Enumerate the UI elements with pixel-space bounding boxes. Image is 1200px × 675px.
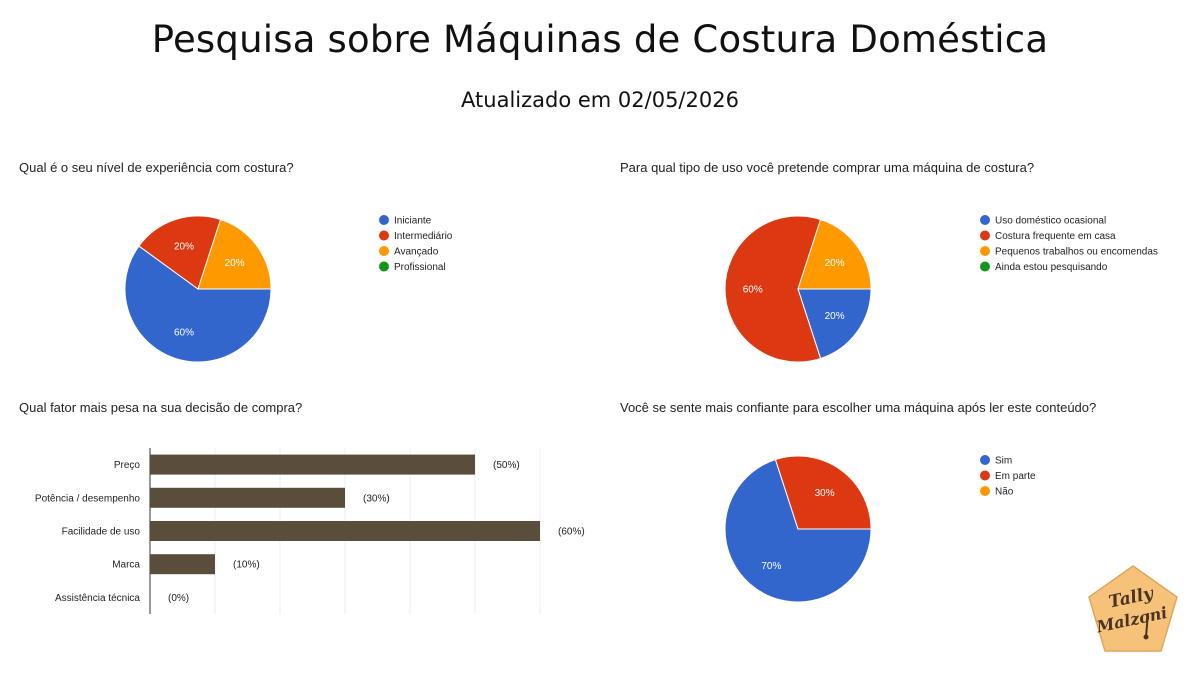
pie-4-legend-swatch-2 <box>980 486 990 496</box>
logo-needle-icon <box>1145 612 1149 638</box>
pie-1-slice-2 <box>197 218 272 290</box>
bar-tick-label-3: Marca <box>112 560 140 571</box>
page-subtitle: Atualizado em 02/05/2026 <box>461 88 739 112</box>
page-title: Pesquisa sobre Máquinas de Costura Domés… <box>151 18 1049 61</box>
pie-4-slice-label-0: 70% <box>761 561 781 572</box>
pie-2-slice-0 <box>797 288 872 360</box>
pie-1-slice-label-0: 60% <box>174 328 194 339</box>
pie-2-slice-1 <box>724 215 822 363</box>
pie-1-legend-swatch-2 <box>379 246 389 256</box>
bar-tick-label-0: Preço <box>114 460 141 471</box>
chart-2-title: Para qual tipo de uso você pretende comp… <box>620 160 1035 175</box>
pie-1-legend-swatch-0 <box>379 215 389 225</box>
pie-1-legend-label-1: Intermediário <box>394 231 453 242</box>
pie-4-legend-swatch-0 <box>980 455 990 465</box>
pie-4-legend-label-2: Não <box>995 487 1014 498</box>
pie-1-legend-swatch-1 <box>379 230 389 241</box>
pie-1-slice-1 <box>138 215 222 290</box>
pie-4-legend-swatch-1 <box>980 470 990 481</box>
pie-2-slice-label-0: 20% <box>825 311 845 322</box>
pie-1-legend-label-3: Profissional <box>394 262 446 273</box>
logo-dot <box>1143 634 1149 640</box>
brand-logo: Tally Malzoni <box>1086 563 1180 655</box>
pie-4-legend-label-1: Em parte <box>995 471 1036 482</box>
chart-4-title: Você se sente mais confiante para escolh… <box>620 400 1097 415</box>
bar-2 <box>150 521 540 541</box>
pie-2-slice-label-1: 60% <box>743 285 763 296</box>
pie-2-legend-swatch-2 <box>980 246 990 256</box>
bar-tick-label-4: Assistência técnica <box>55 593 140 604</box>
pie-2-slice-label-2: 20% <box>825 258 845 269</box>
logo-shape <box>1088 565 1178 652</box>
bar-data-label-1: (30%) <box>363 493 390 504</box>
bar-0 <box>150 454 475 475</box>
chart-1-title: Qual é o seu nível de experiência com co… <box>19 160 294 175</box>
logo-pentagon-icon: Tally Malzoni <box>1088 565 1178 652</box>
bar-tick-label-2: Facilidade de uso <box>62 527 141 538</box>
pie-4-legend-label-0: Sim <box>995 456 1012 467</box>
chart-3-title: Qual fator mais pesa na sua decisão de c… <box>19 400 303 415</box>
bar-data-label-0: (50%) <box>493 460 520 471</box>
bar-tick-label-1: Potência / desempenho <box>35 493 141 504</box>
pie-1-slice-label-1: 20% <box>174 241 194 252</box>
pie-1-legend-swatch-3 <box>379 261 389 272</box>
bar-data-label-4: (0%) <box>168 593 189 604</box>
pie-2-legend-swatch-1 <box>980 230 990 241</box>
pie-4-slice-label-1: 30% <box>815 488 835 499</box>
pie-1-slice-label-2: 20% <box>225 258 245 269</box>
pie-2-legend-label-3: Ainda estou pesquisando <box>995 262 1108 273</box>
bar-3 <box>150 554 215 575</box>
bar-data-label-3: (10%) <box>233 560 260 571</box>
pie-1-slice-0 <box>124 245 272 363</box>
pie-4-slice-1 <box>774 455 872 530</box>
bar-1 <box>150 487 345 508</box>
pie-2-legend-label-1: Costura frequente em casa <box>995 231 1116 242</box>
pie-2-legend-swatch-3 <box>980 261 990 272</box>
pie-1-legend-label-2: Avançado <box>394 247 439 258</box>
pie-2-legend-label-2: Pequenos trabalhos ou encomendas <box>995 247 1158 258</box>
pie-2-legend-swatch-0 <box>980 215 990 225</box>
pie-2-legend-label-0: Uso doméstico ocasional <box>995 216 1106 227</box>
pie-4-slice-0 <box>724 458 872 603</box>
pie-2-slice-2 <box>797 218 872 290</box>
bar-data-label-2: (60%) <box>558 527 585 538</box>
pie-1-legend-label-0: Iniciante <box>394 216 432 227</box>
